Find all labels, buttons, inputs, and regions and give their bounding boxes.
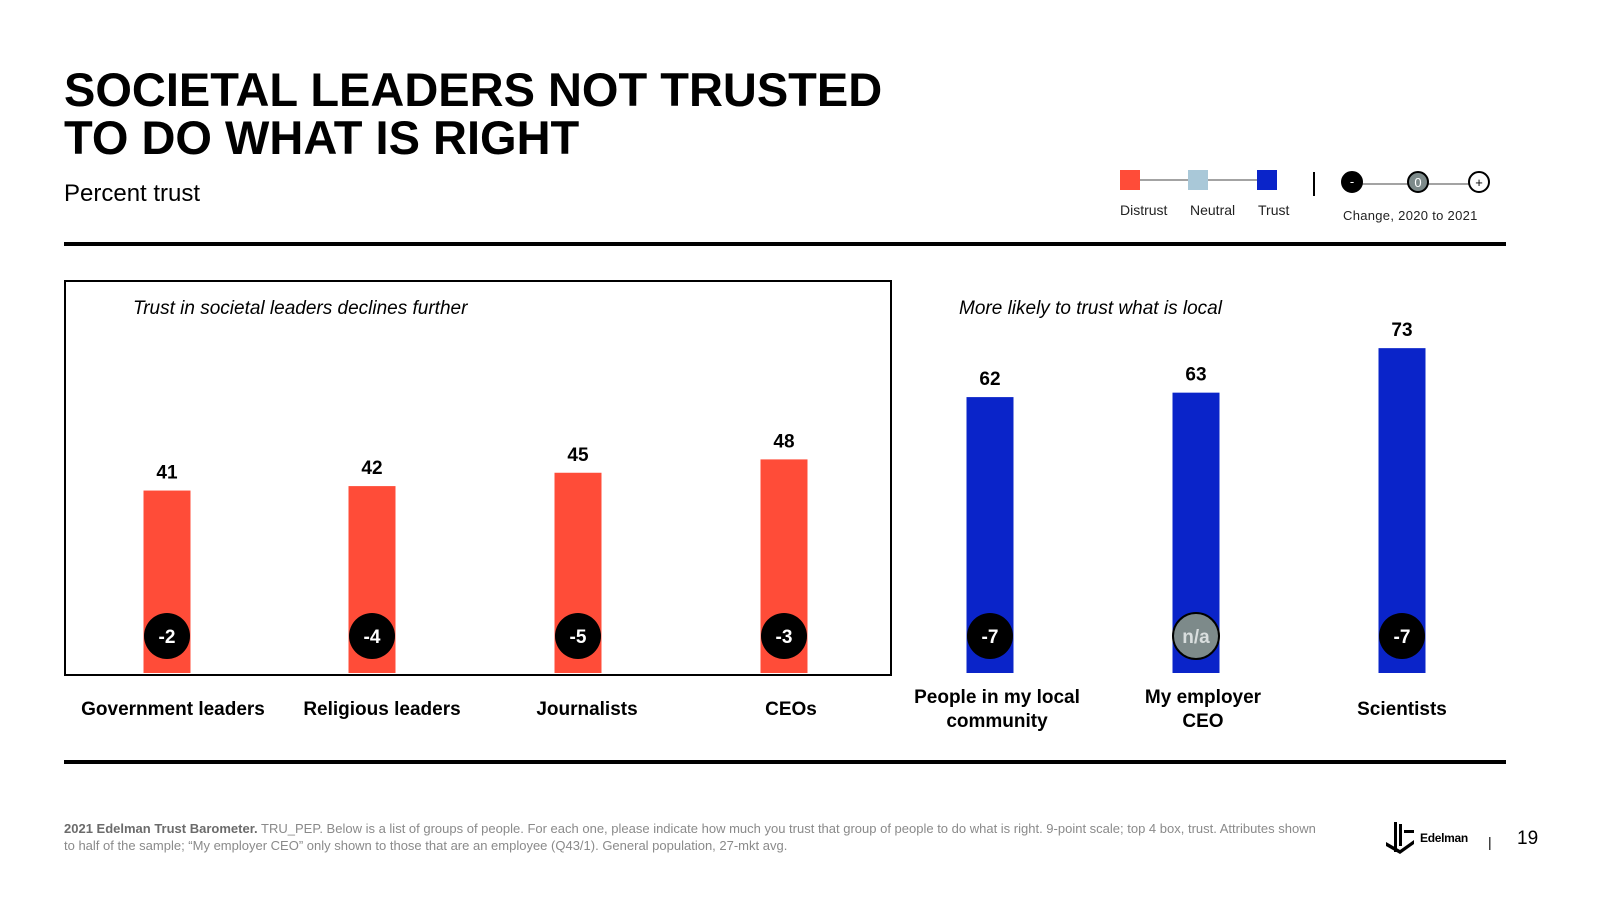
value-label-journalists: 45 (567, 445, 589, 466)
category-label-my-employer-ceo: My employer CEO (1144, 687, 1262, 732)
legend-label-neutral: Neutral (1190, 202, 1236, 218)
change-marker-journalists (555, 613, 601, 659)
change-minus-icon: - (1341, 171, 1363, 193)
page-separator: | (1488, 834, 1492, 850)
change-label-my-employer-ceo: n/a (1182, 627, 1210, 648)
left-panel-title: Trust in societal leaders declines furth… (133, 298, 468, 319)
change-plus-icon: + (1468, 171, 1490, 193)
legend-label-trust: Trust (1258, 202, 1290, 218)
edelman-logo-icon (1386, 822, 1414, 854)
top-rule (64, 242, 1506, 246)
change-marker-scientists (1379, 613, 1425, 659)
change-marker-ceos (761, 613, 807, 659)
category-label-government-leaders: Government leaders (81, 699, 265, 720)
value-label-religious-leaders: 42 (361, 458, 382, 479)
value-label-ceos: 48 (773, 431, 794, 452)
logo-text: Edelman (1420, 831, 1468, 845)
change-legend-label: Change, 2020 to 2021 (1343, 208, 1478, 223)
page-title: SOCIETAL LEADERS NOT TRUSTED TO DO WHAT … (64, 66, 882, 162)
legend-swatch-distrust (1120, 170, 1140, 190)
value-label-scientists: 73 (1391, 320, 1412, 341)
footnote-text: TRU_PEP. Below is a list of groups of pe… (64, 821, 1316, 853)
legend-swatch-neutral (1188, 170, 1208, 190)
footnote-source: 2021 Edelman Trust Barometer. (64, 821, 258, 836)
legend-swatch-trust (1257, 170, 1277, 190)
change-marker-my-employer-ceo (1172, 612, 1220, 660)
change-label-people-in-my-local-community: -7 (982, 627, 999, 648)
change-zero-icon: 0 (1407, 171, 1429, 193)
page-number: 19 (1517, 828, 1539, 849)
category-label-religious-leaders: Religious leaders (303, 699, 461, 720)
footnote: 2021 Edelman Trust Barometer. TRU_PEP. B… (64, 820, 1324, 854)
title-line-1: SOCIETAL LEADERS NOT TRUSTED (64, 63, 883, 116)
page-subtitle: Percent trust (64, 180, 201, 207)
category-label-people-in-my-local-community: People in my local community (914, 687, 1080, 732)
bottom-rule (64, 760, 1506, 764)
change-label-government-leaders: -2 (159, 627, 176, 648)
value-label-people-in-my-local-community: 62 (979, 369, 1000, 390)
change-marker-religious-leaders (349, 613, 395, 659)
change-marker-government-leaders (144, 613, 190, 659)
value-label-government-leaders: 41 (156, 463, 178, 484)
category-label-scientists: Scientists (1357, 699, 1447, 720)
change-label-ceos: -3 (776, 627, 793, 648)
legend-label-distrust: Distrust (1120, 202, 1168, 218)
category-label-ceos: CEOs (765, 699, 817, 720)
value-label-my-employer-ceo: 63 (1185, 365, 1206, 386)
change-marker-people-in-my-local-community (967, 613, 1013, 659)
change-label-scientists: -7 (1394, 627, 1411, 648)
legend-separator (1313, 172, 1315, 196)
right-panel-title: More likely to trust what is local (959, 298, 1222, 319)
change-label-religious-leaders: -4 (364, 627, 381, 648)
title-line-2: TO DO WHAT IS RIGHT (64, 111, 580, 164)
left-panel-frame (64, 280, 892, 676)
category-label-journalists: Journalists (536, 699, 638, 720)
change-label-journalists: -5 (570, 627, 587, 648)
